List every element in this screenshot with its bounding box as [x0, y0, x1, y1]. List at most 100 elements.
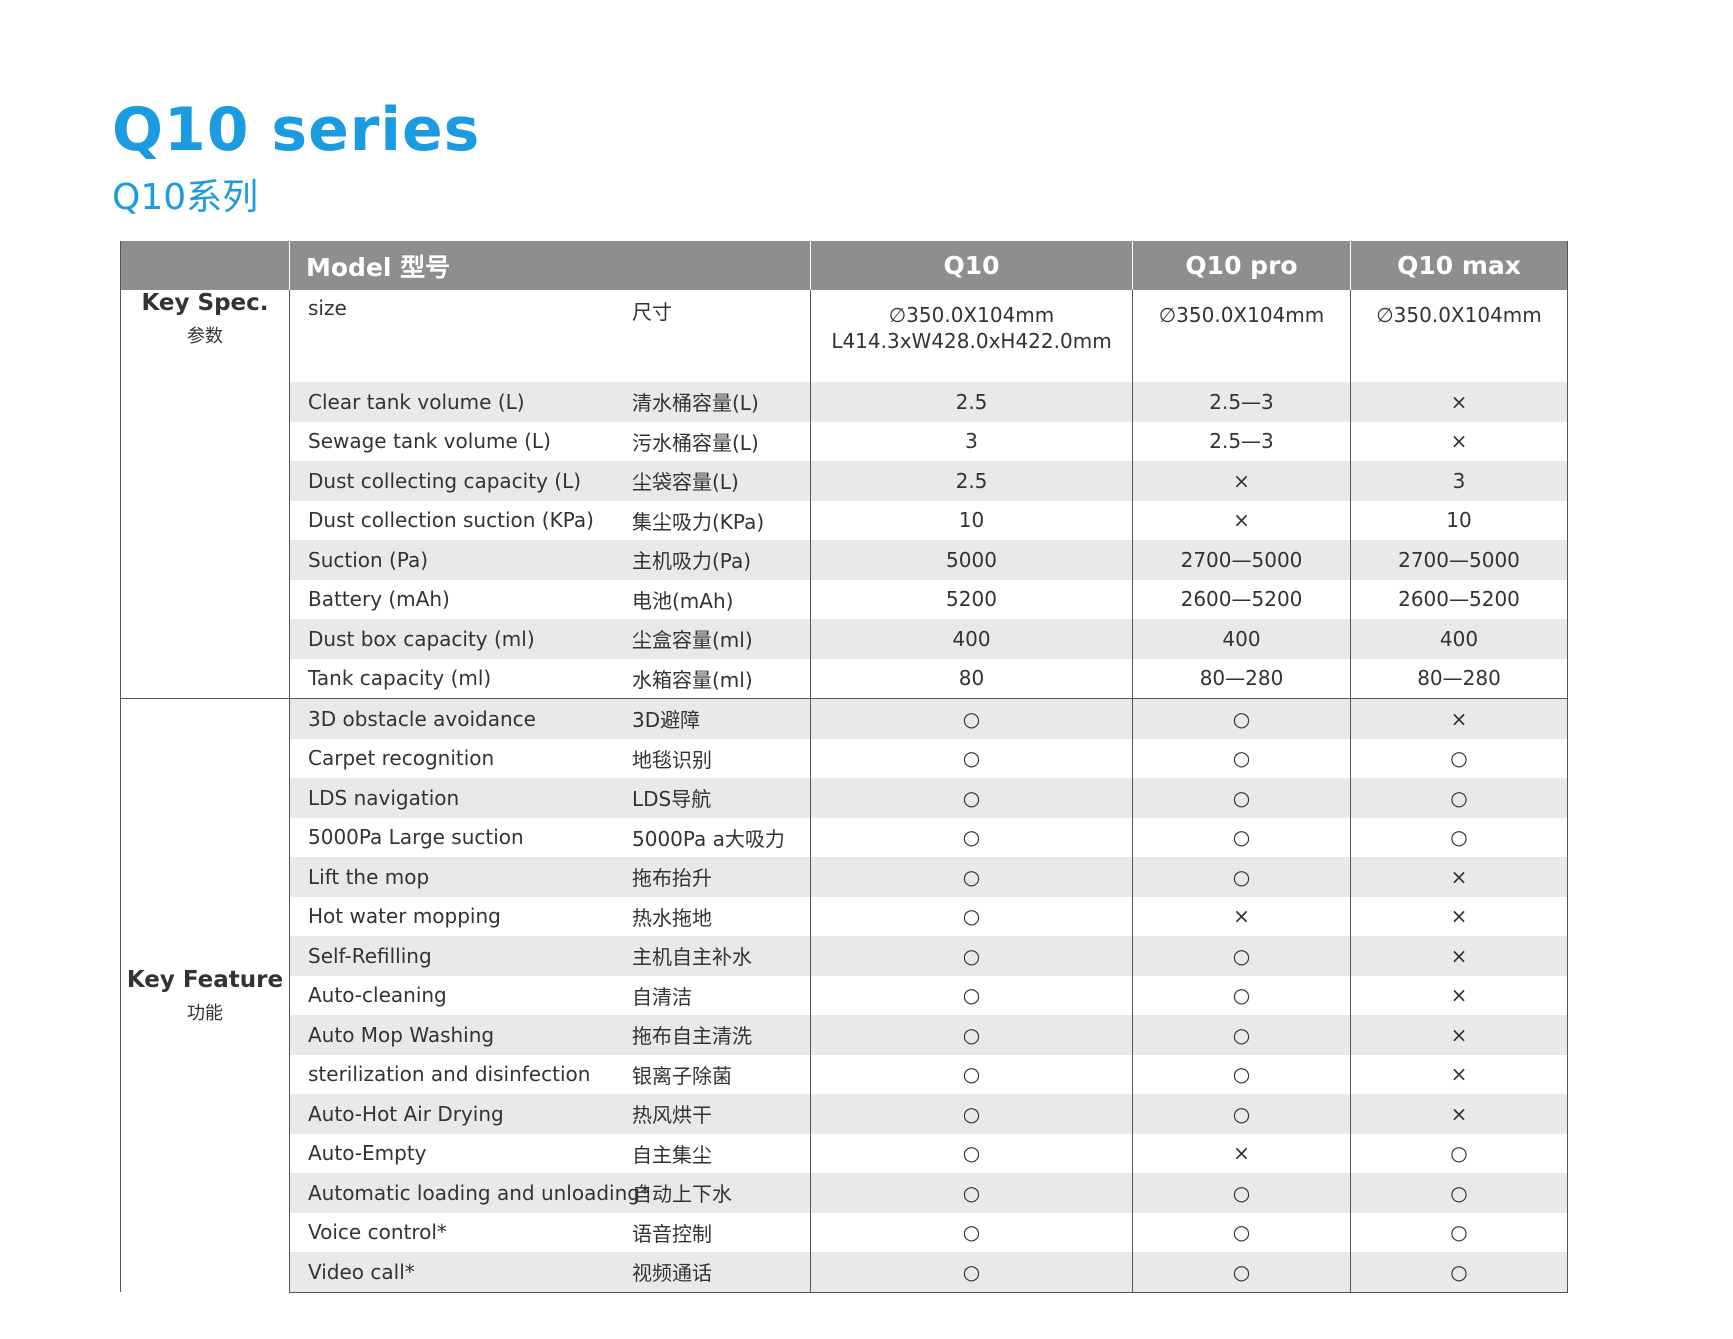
row-label-en: Auto-Hot Air Drying — [308, 1101, 504, 1126]
value-q10: ○ — [810, 857, 1133, 897]
row-label-en: Voice control* — [308, 1220, 447, 1245]
row-label-cell: Auto-Hot Air Drying 热风烘干 — [289, 1094, 811, 1134]
row-label-en: Auto-cleaning — [308, 983, 447, 1008]
value-q10-pro: 400 — [1132, 619, 1351, 659]
row-label-cell: Lift the mop 拖布抬升 — [289, 857, 811, 897]
row-label-cell: Dust collecting capacity (L) 尘袋容量(L) — [289, 461, 811, 501]
value-q10-max: × — [1350, 698, 1568, 739]
value-q10: ○ — [810, 1252, 1133, 1293]
row-label-zh: 拖布自主清洗 — [632, 1024, 752, 1049]
value-q10-pro: ○ — [1132, 1054, 1351, 1094]
row-label-zh: 5000Pa a大吸力 — [632, 826, 785, 851]
row-label-en: Dust box capacity (ml) — [308, 626, 535, 651]
value-q10-max: ○ — [1350, 778, 1568, 818]
row-label-cell: Video call* 视频通话 — [289, 1252, 811, 1293]
row-label-en: 3D obstacle avoidance — [308, 706, 536, 731]
size-label: size — [308, 296, 347, 320]
value-q10-pro: 2600—5200 — [1132, 579, 1351, 619]
header-q10: Q10 — [810, 241, 1133, 290]
row-label-en: Automatic loading and unloading* — [308, 1180, 650, 1205]
value-q10: ○ — [810, 1133, 1133, 1173]
value-q10-pro: ○ — [1132, 975, 1351, 1015]
value-q10: 400 — [810, 619, 1133, 659]
row-label-zh: 主机自主补水 — [632, 945, 752, 970]
value-q10-pro: ○ — [1132, 936, 1351, 976]
feature-group-row: Video call* 视频通话 ○ ○ ○ — [121, 1252, 1568, 1293]
row-label-en: LDS navigation — [308, 785, 460, 810]
key-feature-label-zh: 功能 — [187, 1002, 223, 1024]
feature-group-row: Automatic loading and unloading* 自动上下水 ○ ○ ○ — [121, 1173, 1568, 1213]
value-q10-pro: × — [1132, 1133, 1351, 1173]
row-label-cell: sterilization and disinfection 银离子除菌 — [289, 1054, 811, 1094]
value-q10-max: × — [1350, 936, 1568, 976]
feature-group-row: Self-Refilling 主机自主补水 ○ ○ × — [121, 936, 1568, 976]
row-label-en: Dust collection suction (KPa) — [308, 508, 594, 533]
value-q10: 3 — [810, 421, 1133, 461]
row-label-cell: Auto-Empty 自主集尘 — [289, 1133, 811, 1173]
value-q10-max: ○ — [1350, 1252, 1568, 1293]
row-label-zh: 自清洁 — [632, 984, 692, 1009]
value-q10-max: × — [1350, 421, 1568, 461]
value-q10-max: 3 — [1350, 461, 1568, 501]
row-label-zh: 尘盒容量(ml) — [632, 628, 753, 653]
size-q10-cell: ∅350.0X104mm L414.3xW428.0xH422.0mm — [810, 290, 1133, 382]
feature-group-row: sterilization and disinfection 银离子除菌 ○ ○ × — [121, 1054, 1568, 1094]
row-label-zh: 污水桶容量(L) — [632, 430, 759, 455]
row-label-zh: 3D避障 — [632, 708, 701, 733]
spec-group-row: Dust collecting capacity (L) 尘袋容量(L) 2.5 × 3 — [121, 461, 1568, 501]
header-model: Model 型号 — [289, 241, 811, 290]
spec-group-row: Suction (Pa) 主机吸力(Pa) 5000 2700—5000 2700—50… — [121, 540, 1568, 580]
value-q10-pro: × — [1132, 500, 1351, 540]
value-q10: ○ — [810, 698, 1133, 739]
value-q10-pro: ○ — [1132, 778, 1351, 818]
row-label-cell: Auto Mop Washing 拖布自主清洗 — [289, 1015, 811, 1055]
row-label-zh: 地毯识别 — [632, 747, 712, 772]
feature-group-row: Hot water mopping 热水拖地 ○ × × — [121, 896, 1568, 936]
size-label-cell: size 尺寸 — [289, 290, 811, 382]
row-label-zh: 自主集尘 — [632, 1142, 712, 1167]
spec-group-row: Clear tank volume (L) 清水桶容量(L) 2.5 2.5—3 × — [121, 382, 1568, 422]
header-empty — [120, 241, 290, 290]
value-q10: ○ — [810, 1015, 1133, 1055]
row-label-zh: 尘袋容量(L) — [632, 470, 739, 495]
feature-group-row: Auto-cleaning 自清洁 ○ ○ × — [121, 975, 1568, 1015]
value-q10-pro: 2.5—3 — [1132, 382, 1351, 422]
value-q10: ○ — [810, 1173, 1133, 1213]
value-q10: 5200 — [810, 579, 1133, 619]
row-label-en: Clear tank volume (L) — [308, 389, 525, 414]
value-q10-max: 2600—5200 — [1350, 579, 1568, 619]
value-q10-max: ○ — [1350, 738, 1568, 778]
row-label-cell: 5000Pa Large suction 5000Pa a大吸力 — [289, 817, 811, 857]
key-feature-group-label: Key Feature 功能 — [120, 698, 290, 1292]
value-q10-pro: ○ — [1132, 1173, 1351, 1213]
feature-group-row: Auto-Hot Air Drying 热风烘干 ○ ○ × — [121, 1094, 1568, 1134]
row-label-cell: 3D obstacle avoidance 3D避障 — [289, 698, 811, 739]
value-q10-max: × — [1350, 1094, 1568, 1134]
row-label-zh: 银离子除菌 — [632, 1063, 732, 1088]
row-label-en: Hot water mopping — [308, 904, 501, 929]
value-q10: ○ — [810, 1094, 1133, 1134]
value-q10: 80 — [810, 658, 1133, 699]
row-label-en: Sewage tank volume (L) — [308, 429, 551, 454]
row-label-zh: 水箱容量(ml) — [632, 667, 753, 692]
key-spec-group-label: Key Spec. 参数 — [120, 290, 290, 699]
value-q10-pro: ○ — [1132, 698, 1351, 739]
value-q10: 5000 — [810, 540, 1133, 580]
key-feature-label: Key Feature — [126, 966, 284, 993]
header-q10-max: Q10 max — [1350, 241, 1568, 290]
value-q10: 2.5 — [810, 461, 1133, 501]
row-label-en: Carpet recognition — [308, 746, 495, 771]
row-label-zh: 热风烘干 — [632, 1103, 712, 1128]
value-q10-pro: ○ — [1132, 1252, 1351, 1293]
feature-group-row: Auto Mop Washing 拖布自主清洗 ○ ○ × — [121, 1015, 1568, 1055]
value-q10: ○ — [810, 738, 1133, 778]
row-label-cell: Self-Refilling 主机自主补水 — [289, 936, 811, 976]
row-label-zh: 热水拖地 — [632, 905, 712, 930]
size-label-zh: 尺寸 — [632, 300, 672, 324]
value-q10-max: ○ — [1350, 1173, 1568, 1213]
row-label-cell: Dust collection suction (KPa) 集尘吸力(KPa) — [289, 500, 811, 540]
spec-group-row: Dust collection suction (KPa) 集尘吸力(KPa) 10… — [121, 500, 1568, 540]
row-label-en: Dust collecting capacity (L) — [308, 468, 582, 493]
feature-group-row: Carpet recognition 地毯识别 ○ ○ ○ — [121, 738, 1568, 778]
header-row: Model 型号 Q10 Q10 pro Q10 max — [120, 241, 1568, 290]
